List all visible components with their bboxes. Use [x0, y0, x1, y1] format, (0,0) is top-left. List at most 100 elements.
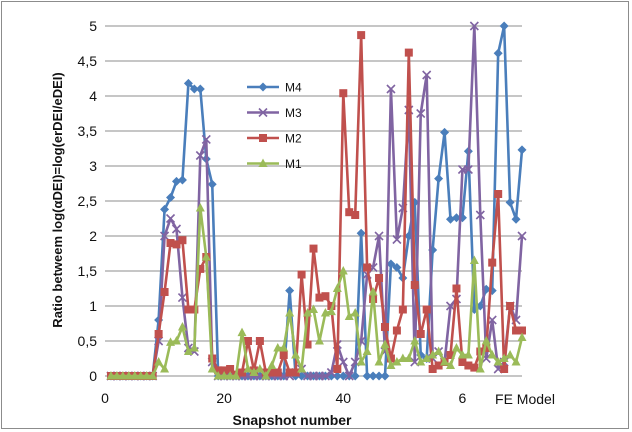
data-point-m3 — [475, 210, 485, 220]
data-point-m4 — [160, 204, 170, 214]
data-point-m1 — [291, 350, 301, 359]
data-point-m3 — [386, 84, 396, 94]
data-point-m2 — [309, 244, 318, 253]
data-point-m2 — [518, 326, 526, 335]
data-point-m1 — [237, 327, 247, 337]
data-point-m4 — [166, 193, 176, 202]
legend-marker-m2 — [259, 134, 267, 142]
data-point-m1 — [463, 350, 473, 359]
data-point-m4 — [368, 371, 378, 381]
data-point-m2 — [267, 368, 276, 377]
data-point-m4 — [511, 214, 521, 224]
data-point-m1 — [243, 364, 253, 373]
data-point-m1 — [362, 346, 372, 355]
legend-entry-m3: M3 — [247, 106, 302, 120]
data-point-m1 — [112, 371, 122, 380]
data-point-m1 — [440, 357, 450, 366]
data-point-m1 — [332, 283, 342, 292]
data-point-m2 — [214, 366, 223, 375]
data-point-m4 — [338, 371, 348, 381]
data-point-m1 — [404, 353, 414, 362]
y-tick-label: 4,5 — [78, 53, 98, 69]
data-point-m3 — [338, 357, 348, 367]
data-point-m1 — [261, 371, 271, 380]
data-point-m1 — [279, 343, 289, 352]
data-point-m2 — [190, 305, 199, 314]
data-point-m4 — [386, 259, 396, 269]
data-point-m2 — [238, 368, 247, 377]
legend-label-m3: M3 — [285, 106, 302, 120]
data-point-m3 — [177, 293, 188, 303]
data-point-m1 — [106, 371, 116, 380]
data-point-m2 — [446, 351, 455, 359]
x-tick-labels: 0 20 40 6 — [101, 390, 466, 406]
data-point-m1 — [451, 343, 461, 352]
legend-entry-m1: M1 — [247, 157, 302, 171]
data-point-m2 — [345, 208, 354, 217]
data-point-m2 — [398, 305, 407, 314]
data-point-m2 — [273, 368, 282, 377]
data-point-m1 — [410, 336, 420, 345]
y-tick-label: 3 — [89, 158, 97, 174]
legend: M4 M3 M2 M1 — [247, 81, 302, 171]
y-tick-label: 3,5 — [78, 123, 98, 139]
data-point-m1 — [189, 343, 199, 352]
data-point-m1 — [154, 357, 164, 366]
data-point-m3 — [469, 21, 479, 31]
y-tick-label: 2 — [89, 228, 97, 244]
data-point-m2 — [392, 326, 401, 335]
data-point-m1 — [201, 252, 211, 261]
legend-marker-m1 — [258, 158, 268, 167]
data-point-m1 — [213, 371, 223, 380]
data-point-m4 — [505, 197, 515, 207]
data-point-m4 — [207, 179, 217, 189]
data-point-m2 — [410, 281, 419, 289]
data-point-m4 — [195, 84, 205, 94]
data-point-m2 — [184, 305, 193, 314]
data-point-m4 — [380, 371, 390, 381]
data-point-m1 — [422, 353, 432, 362]
data-point-m2 — [333, 365, 342, 373]
data-point-m1 — [249, 367, 259, 376]
data-point-m4 — [189, 84, 199, 94]
data-point-m2 — [220, 366, 229, 375]
plot-area — [106, 21, 527, 381]
data-point-m1 — [219, 371, 229, 380]
data-point-m1 — [469, 255, 479, 264]
legend-label-m2: M2 — [285, 132, 302, 146]
legend-label-m1: M1 — [285, 157, 302, 171]
legend-entry-m2: M2 — [247, 132, 302, 146]
series-m1 — [106, 203, 527, 380]
data-point-m1 — [148, 371, 158, 380]
data-point-m3 — [344, 371, 354, 381]
data-point-m4 — [451, 213, 461, 223]
data-point-m3 — [422, 70, 432, 80]
y-tick-label: 1 — [89, 298, 97, 314]
y-tick-label: 4 — [89, 88, 97, 104]
data-point-m1 — [130, 371, 140, 380]
data-point-m2 — [416, 330, 425, 338]
data-point-m2 — [154, 330, 163, 338]
data-point-m1 — [326, 306, 336, 316]
data-point-m2 — [506, 302, 515, 310]
data-point-m1 — [392, 357, 402, 366]
data-point-m3 — [165, 213, 176, 224]
data-point-m2 — [470, 363, 479, 372]
data-point-m2 — [226, 365, 235, 373]
fe-model-label: FE Model — [495, 391, 555, 407]
y-tick-label: 0,5 — [78, 333, 98, 349]
data-point-m1 — [434, 346, 444, 355]
data-point-m1 — [177, 322, 187, 331]
data-point-m2 — [297, 270, 306, 279]
data-point-m1 — [267, 360, 277, 369]
data-point-m4 — [446, 214, 456, 224]
data-point-m1 — [457, 350, 467, 359]
data-point-m2 — [434, 361, 443, 370]
data-point-m1 — [124, 371, 134, 380]
data-point-m1 — [160, 364, 170, 373]
data-point-m1 — [499, 353, 509, 362]
data-point-m3 — [517, 231, 527, 241]
data-point-m4 — [350, 371, 360, 381]
data-point-m1 — [303, 308, 313, 317]
data-point-m2 — [279, 351, 288, 359]
